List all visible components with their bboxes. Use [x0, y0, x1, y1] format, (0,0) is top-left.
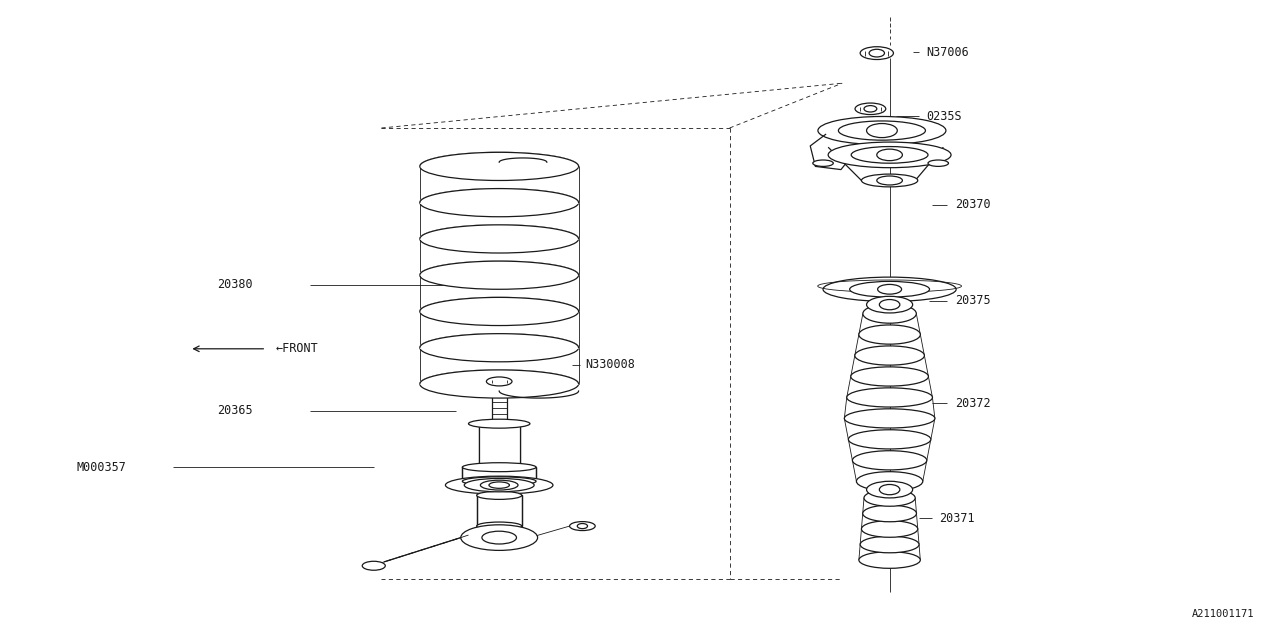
Ellipse shape — [879, 300, 900, 310]
Ellipse shape — [483, 531, 517, 544]
Text: 20372: 20372 — [955, 397, 991, 410]
Polygon shape — [420, 261, 579, 275]
Ellipse shape — [845, 409, 934, 428]
Ellipse shape — [861, 521, 918, 538]
Ellipse shape — [823, 277, 956, 301]
Ellipse shape — [869, 49, 884, 57]
Ellipse shape — [465, 479, 534, 492]
Ellipse shape — [849, 430, 931, 449]
Ellipse shape — [420, 152, 579, 180]
Ellipse shape — [864, 490, 915, 506]
Ellipse shape — [878, 284, 901, 294]
Ellipse shape — [860, 536, 919, 553]
Text: N330008: N330008 — [585, 358, 635, 371]
Ellipse shape — [856, 472, 923, 491]
Ellipse shape — [445, 476, 553, 494]
Ellipse shape — [486, 377, 512, 386]
Polygon shape — [476, 495, 522, 526]
Ellipse shape — [879, 484, 900, 495]
Ellipse shape — [851, 367, 928, 386]
Polygon shape — [420, 370, 579, 384]
Ellipse shape — [838, 121, 925, 140]
Text: ←FRONT: ←FRONT — [275, 342, 317, 355]
Ellipse shape — [462, 463, 536, 472]
Ellipse shape — [867, 124, 897, 138]
Ellipse shape — [476, 522, 522, 530]
Ellipse shape — [859, 552, 920, 568]
Ellipse shape — [828, 142, 951, 168]
Ellipse shape — [461, 525, 538, 550]
Ellipse shape — [867, 296, 913, 313]
Ellipse shape — [462, 477, 536, 486]
Text: 20365: 20365 — [218, 404, 253, 417]
Ellipse shape — [813, 160, 833, 166]
Polygon shape — [420, 225, 579, 239]
Ellipse shape — [468, 419, 530, 428]
Ellipse shape — [420, 370, 579, 398]
Polygon shape — [420, 189, 579, 203]
Ellipse shape — [850, 282, 929, 297]
Polygon shape — [420, 298, 579, 312]
Ellipse shape — [855, 346, 924, 365]
Ellipse shape — [851, 147, 928, 163]
Ellipse shape — [863, 505, 916, 522]
Ellipse shape — [420, 261, 579, 289]
Text: 20375: 20375 — [955, 294, 991, 307]
Ellipse shape — [420, 225, 579, 253]
Polygon shape — [479, 424, 520, 481]
Ellipse shape — [863, 304, 916, 323]
Ellipse shape — [818, 116, 946, 145]
Ellipse shape — [864, 106, 877, 112]
Ellipse shape — [847, 388, 932, 407]
Ellipse shape — [480, 480, 518, 490]
Polygon shape — [462, 467, 536, 481]
Ellipse shape — [855, 103, 886, 115]
Ellipse shape — [852, 451, 927, 470]
Text: A211001171: A211001171 — [1192, 609, 1254, 620]
Polygon shape — [420, 152, 579, 166]
Text: N37006: N37006 — [927, 46, 969, 59]
Ellipse shape — [577, 524, 588, 529]
Ellipse shape — [489, 482, 509, 488]
Ellipse shape — [859, 325, 920, 344]
Ellipse shape — [420, 333, 579, 362]
Text: 20380: 20380 — [218, 278, 253, 291]
Ellipse shape — [877, 176, 902, 185]
Text: 0235S: 0235S — [927, 110, 963, 123]
Ellipse shape — [420, 189, 579, 217]
Ellipse shape — [420, 298, 579, 326]
Text: M000357: M000357 — [77, 461, 127, 474]
Text: 20371: 20371 — [940, 512, 975, 525]
Ellipse shape — [362, 561, 385, 570]
Ellipse shape — [860, 47, 893, 60]
Ellipse shape — [570, 522, 595, 531]
Ellipse shape — [867, 481, 913, 498]
Ellipse shape — [877, 149, 902, 161]
Polygon shape — [420, 333, 579, 348]
Ellipse shape — [861, 174, 918, 187]
Ellipse shape — [928, 160, 948, 166]
Text: 20370: 20370 — [955, 198, 991, 211]
Ellipse shape — [476, 492, 522, 499]
